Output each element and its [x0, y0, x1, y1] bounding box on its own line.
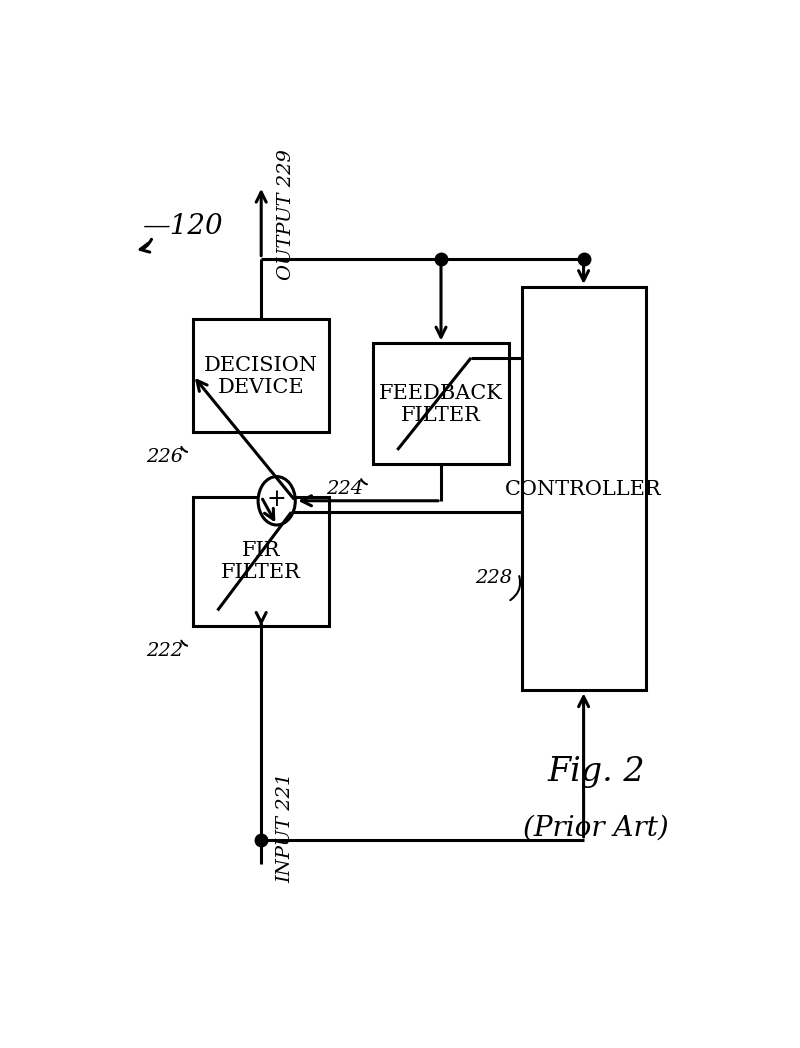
FancyBboxPatch shape [373, 344, 510, 464]
Text: FIR
FILTER: FIR FILTER [222, 541, 301, 582]
Text: 226: 226 [146, 447, 184, 465]
FancyBboxPatch shape [193, 320, 330, 433]
Text: OUTPUT 229: OUTPUT 229 [277, 149, 294, 280]
Text: 224: 224 [326, 480, 363, 498]
FancyBboxPatch shape [193, 497, 330, 626]
Text: (Prior Art): (Prior Art) [523, 814, 669, 842]
Circle shape [258, 477, 295, 525]
Text: FEEDBACK
FILTER: FEEDBACK FILTER [379, 384, 503, 424]
Text: 222: 222 [146, 641, 184, 659]
FancyBboxPatch shape [522, 287, 646, 691]
Text: Fig. 2: Fig. 2 [547, 756, 645, 787]
Text: DECISION
DEVICE: DECISION DEVICE [204, 355, 318, 396]
Text: INPUT 221: INPUT 221 [277, 772, 294, 883]
Text: —120: —120 [143, 213, 224, 240]
Text: 228: 228 [475, 569, 512, 587]
Text: +: + [267, 488, 286, 510]
Text: CONTROLLER: CONTROLLER [506, 479, 662, 499]
